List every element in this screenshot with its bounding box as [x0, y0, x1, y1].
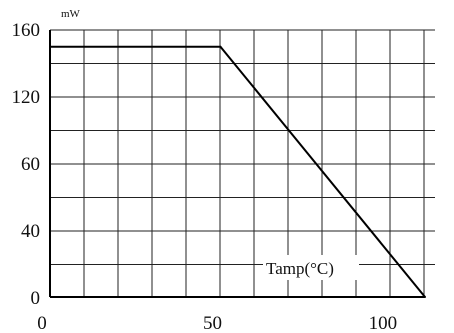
derating-curve: [50, 45, 426, 298]
annotation-background: [263, 255, 359, 280]
tamp-annotation: Tamp(°C): [266, 259, 334, 278]
y-unit-label: mW: [61, 8, 81, 20]
y-tick-labels: 160 120 60 40 0: [12, 20, 41, 309]
series-group: [49, 45, 426, 298]
x-tick-label: 50: [203, 313, 222, 333]
y-tick-label: 40: [21, 221, 40, 242]
y-tick-label: 0: [31, 288, 41, 309]
y-tick-label: 60: [21, 154, 40, 175]
x-tick-label: 100: [369, 313, 398, 333]
curve-point: [219, 45, 222, 48]
annotation-group: Tamp(°C): [263, 255, 359, 280]
x-tick-labels: 0 50 100: [37, 313, 397, 333]
grid-lines: [50, 29, 435, 297]
axes: [49, 30, 425, 298]
x-tick-label: 0: [37, 313, 47, 333]
curve-point: [424, 296, 426, 298]
y-tick-label: 160: [12, 20, 41, 41]
curve-point: [49, 45, 51, 48]
y-tick-label: 120: [12, 87, 41, 108]
